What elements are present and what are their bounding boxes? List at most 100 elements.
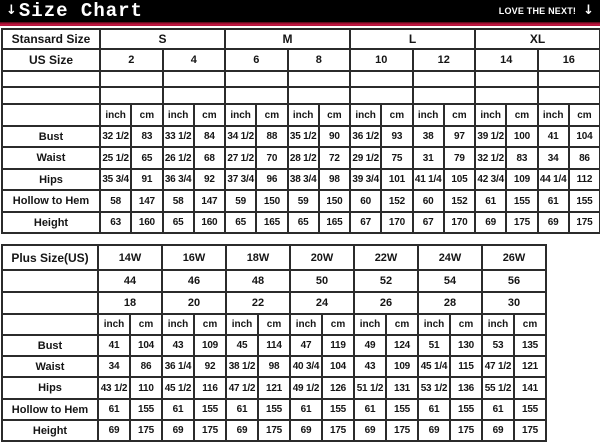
measurement-label: Hollow to Hem: [1, 398, 99, 421]
unit-cell: inch: [481, 313, 515, 336]
measurement-value-cell: 35 3/4: [98, 168, 133, 191]
measurement-value-cell: 59: [224, 189, 258, 213]
unit-cell: inch: [224, 103, 258, 127]
measurement-value-cell: 67: [349, 211, 383, 234]
measurement-value-cell: 175: [385, 419, 419, 442]
measurement-value-cell: 135: [513, 334, 547, 357]
measurement-label: Bust: [1, 125, 101, 148]
measurement-value-cell: 98: [317, 168, 352, 191]
measurement-value-cell: 47: [289, 334, 323, 357]
measurement-value-cell: 165: [317, 211, 352, 234]
measurement-value-cell: 34: [97, 355, 131, 378]
measurement-value-cell: 147: [130, 189, 164, 213]
measurement-value-cell: 41 1/4: [411, 168, 445, 191]
measurement-value-cell: 60: [411, 189, 445, 213]
unit-cell: cm: [317, 103, 352, 127]
unit-cell: inch: [286, 103, 320, 127]
size-row2-cell: 54: [417, 269, 483, 293]
measurement-value-cell: 47 1/2: [225, 376, 259, 400]
measurement-value-cell: 109: [505, 168, 539, 191]
measurement-value-cell: 155: [257, 398, 291, 421]
measurement-value-cell: 61: [481, 398, 515, 421]
empty-cell: [286, 86, 352, 105]
unit-cell: cm: [442, 103, 477, 127]
measurement-value-cell: 38 3/4: [286, 168, 320, 191]
measurement-label: Hips: [1, 168, 101, 191]
unit-cell: cm: [505, 103, 539, 127]
size-row3-cell: 24: [289, 291, 355, 315]
measurement-value-cell: 37 3/4: [224, 168, 258, 191]
measurement-value-cell: 155: [505, 189, 539, 213]
measurement-label: Height: [1, 419, 99, 442]
page-title: Size Chart: [18, 0, 143, 22]
measurement-value-cell: 160: [130, 211, 164, 234]
measurement-value-cell: 83: [130, 125, 164, 148]
measurement-value-cell: 155: [567, 189, 600, 213]
measurement-value-cell: 116: [193, 376, 227, 400]
measurement-value-cell: 96: [255, 168, 289, 191]
empty-cell: [536, 86, 600, 105]
measurement-value-cell: 69: [536, 211, 570, 234]
measurement-value-cell: 38 1/2: [225, 355, 259, 378]
size-row2-cell: 48: [225, 269, 291, 293]
unit-cell: inch: [417, 313, 451, 336]
measurement-label: Bust: [1, 334, 99, 357]
size-row2-cell: 52: [353, 269, 419, 293]
measurement-value-cell: 65: [130, 146, 164, 170]
unit-cell: cm: [449, 313, 483, 336]
measurement-value-cell: 101: [380, 168, 414, 191]
us-size-cell: 10: [349, 48, 414, 72]
size-row3-cell: 30: [481, 291, 547, 315]
measurement-value-cell: 55 1/2: [481, 376, 515, 400]
measurement-value-cell: 27 1/2: [224, 146, 258, 170]
unit-cell: inch: [161, 313, 195, 336]
empty-cell: [99, 70, 164, 88]
measurement-value-cell: 36 3/4: [161, 168, 195, 191]
w-size-cell: 20W: [289, 244, 355, 271]
measurement-value-cell: 83: [505, 146, 539, 170]
measurement-value-cell: 34 1/2: [224, 125, 258, 148]
measurement-value-cell: 147: [192, 189, 227, 213]
header-bar: ↓ Size Chart LOVE THE NEXT! ↓: [0, 0, 600, 22]
empty-label-cell: [1, 291, 99, 315]
measurement-value-cell: 150: [317, 189, 352, 213]
measurement-value-cell: 104: [567, 125, 600, 148]
measurement-value-cell: 155: [321, 398, 355, 421]
size-row2-cell: 56: [481, 269, 547, 293]
measurement-value-cell: 51: [417, 334, 451, 357]
measurement-value-cell: 150: [255, 189, 289, 213]
empty-cell: [224, 70, 289, 88]
measurement-value-cell: 47 1/2: [481, 355, 515, 378]
us-size-cell: 14: [474, 48, 539, 72]
measurement-value-cell: 45 1/2: [161, 376, 195, 400]
us-size-label: US Size: [1, 48, 101, 72]
us-size-cell: 2: [99, 48, 164, 72]
size-row3-cell: 26: [353, 291, 419, 315]
w-size-cell: 16W: [161, 244, 227, 271]
unit-cell: inch: [536, 103, 570, 127]
measurement-value-cell: 141: [513, 376, 547, 400]
measurement-value-cell: 26 1/2: [161, 146, 195, 170]
down-arrow-icon: ↓: [6, 3, 17, 18]
size-row2-cell: 44: [97, 269, 163, 293]
measurement-value-cell: 152: [442, 189, 477, 213]
measurement-value-cell: 40 3/4: [289, 355, 323, 378]
measurement-value-cell: 35 1/2: [286, 125, 320, 148]
measurement-value-cell: 109: [385, 355, 419, 378]
measurement-value-cell: 155: [385, 398, 419, 421]
measurement-value-cell: 34: [536, 146, 570, 170]
empty-label-cell: [1, 103, 101, 127]
unit-cell: inch: [225, 313, 259, 336]
brand-slogan: LOVE THE NEXT!: [498, 6, 577, 16]
measurement-value-cell: 170: [442, 211, 477, 234]
measurement-value-cell: 32 1/2: [474, 146, 508, 170]
measurement-value-cell: 41: [536, 125, 570, 148]
unit-cell: inch: [98, 103, 133, 127]
unit-cell: inch: [411, 103, 445, 127]
measurement-value-cell: 93: [380, 125, 414, 148]
empty-cell: [411, 86, 477, 105]
unit-cell: cm: [385, 313, 419, 336]
measurement-value-cell: 175: [505, 211, 539, 234]
measurement-value-cell: 110: [129, 376, 163, 400]
w-size-cell: 26W: [481, 244, 547, 271]
